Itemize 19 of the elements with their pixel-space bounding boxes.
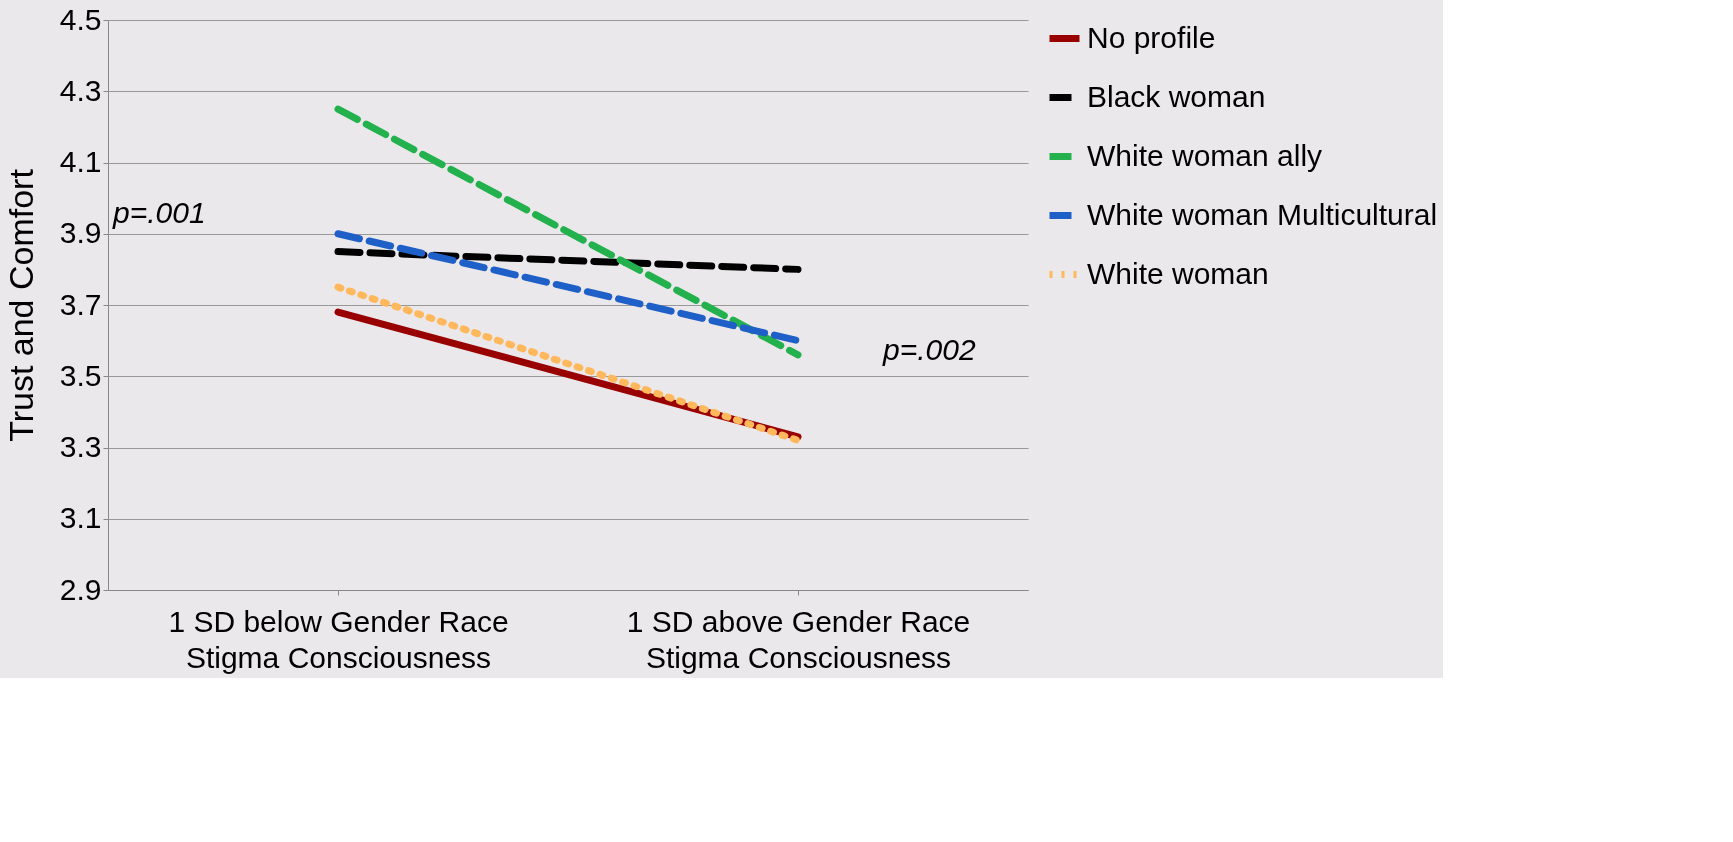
y-tick-label: 2.9 [59,572,102,606]
y-tick-label: 3.1 [59,501,102,535]
legend-label: White woman ally [1087,138,1323,172]
legend-label: White woman [1087,256,1269,290]
legend-label: No profile [1087,20,1216,54]
y-tick-label: 4.3 [59,73,102,107]
y-axis-title: Trust and Comfort [1,168,40,442]
y-tick-label: 3.3 [59,430,102,463]
legend-label: Black woman [1087,79,1266,113]
y-tick-label: 3.7 [59,287,102,321]
annotation: p=.002 [882,332,976,366]
y-tick-label: 3.9 [59,216,102,250]
y-tick-label: 3.5 [59,358,102,392]
x-tick-label: 1 SD below Gender Race Stigma Consciousness [168,604,509,674]
legend-label: White woman Multicultural [1087,197,1438,231]
y-tick-label: 4.1 [59,145,102,178]
x-tick-label: 1 SD above Gender Race Stigma Consciousness [626,604,971,674]
annotation: p=.001 [112,195,206,229]
y-tick-label: 4.5 [59,2,102,36]
